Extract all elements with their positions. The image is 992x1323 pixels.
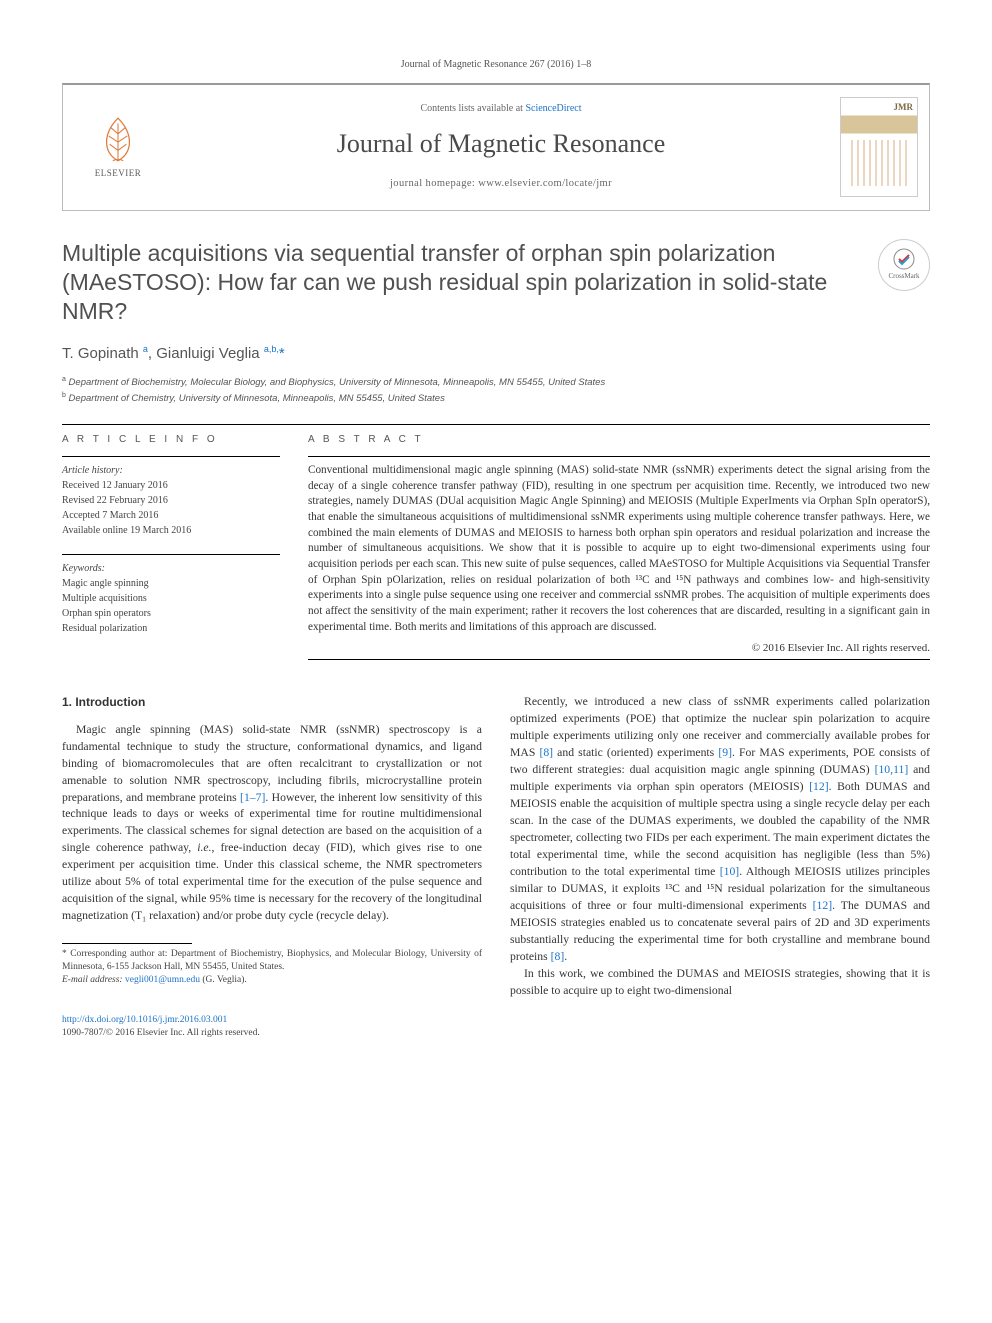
history-accepted: Accepted 7 March 2016 bbox=[62, 508, 280, 523]
abs-rule bbox=[308, 456, 930, 457]
copyright: © 2016 Elsevier Inc. All rights reserved… bbox=[308, 641, 930, 657]
keyword-item: Residual polarization bbox=[62, 621, 280, 636]
email-line: E-mail address: vegli001@umn.edu (G. Veg… bbox=[62, 974, 482, 987]
ref-8a[interactable]: [8] bbox=[539, 746, 553, 759]
intro-ie: i.e. bbox=[197, 841, 211, 854]
rule-top bbox=[62, 424, 930, 425]
homepage-url: www.elsevier.com/locate/jmr bbox=[478, 178, 612, 189]
corresponding-author: * Corresponding author at: Department of… bbox=[62, 948, 482, 974]
abstract-head: A B S T R A C T bbox=[308, 433, 930, 448]
ref-1-7[interactable]: [1–7] bbox=[240, 791, 265, 804]
footnotes: * Corresponding author at: Department of… bbox=[62, 948, 482, 986]
ref-12b[interactable]: [12] bbox=[813, 899, 832, 912]
keywords-label: Keywords: bbox=[62, 561, 280, 576]
intro-p2h: . bbox=[564, 950, 567, 963]
affiliations: a Department of Biochemistry, Molecular … bbox=[62, 375, 930, 407]
intro-heading: 1. Introduction bbox=[62, 694, 482, 711]
email-label: E-mail address: bbox=[62, 975, 125, 985]
email-tail: (G. Veglia). bbox=[200, 975, 247, 985]
ref-10-11[interactable]: [10,11] bbox=[875, 763, 909, 776]
issn-line: 1090-7807/© 2016 Elsevier Inc. All right… bbox=[62, 1027, 930, 1041]
running-head: Journal of Magnetic Resonance 267 (2016)… bbox=[62, 58, 930, 73]
intro-p3: In this work, we combined the DUMAS and … bbox=[510, 966, 930, 1000]
cover-thumb-wrap bbox=[829, 97, 929, 197]
doi-link[interactable]: http://dx.doi.org/10.1016/j.jmr.2016.03.… bbox=[62, 1015, 227, 1025]
history-revised: Revised 22 February 2016 bbox=[62, 493, 280, 508]
contents-line: Contents lists available at ScienceDirec… bbox=[173, 102, 829, 117]
article-title: Multiple acquisitions via sequential tra… bbox=[62, 239, 860, 327]
journal-block: Contents lists available at ScienceDirec… bbox=[173, 94, 829, 199]
sciencedirect-link[interactable]: ScienceDirect bbox=[525, 103, 581, 114]
abstract-text: Conventional multidimensional magic angl… bbox=[308, 463, 930, 635]
crossmark-icon bbox=[892, 247, 916, 271]
page-container: Journal of Magnetic Resonance 267 (2016)… bbox=[0, 0, 992, 1081]
elsevier-tree-icon bbox=[92, 113, 144, 165]
ref-12a[interactable]: [12] bbox=[809, 780, 828, 793]
article-info-col: A R T I C L E I N F O Article history: R… bbox=[62, 433, 280, 666]
email-link[interactable]: vegli001@umn.edu bbox=[125, 975, 200, 985]
authors: T. Gopinath a, Gianluigi Veglia a,b,* bbox=[62, 343, 930, 365]
crossmark-badge[interactable]: CrossMark bbox=[878, 239, 930, 291]
affiliation: b Department of Chemistry, University of… bbox=[62, 391, 930, 406]
journal-header: ELSEVIER Contents lists available at Sci… bbox=[62, 83, 930, 211]
elsevier-logo: ELSEVIER bbox=[63, 85, 173, 210]
cover-thumbnail bbox=[840, 97, 918, 197]
history-received: Received 12 January 2016 bbox=[62, 478, 280, 493]
contents-prefix: Contents lists available at bbox=[420, 103, 525, 114]
abs-bottom-rule bbox=[308, 659, 930, 660]
intro-p2b: and static (oriented) experiments bbox=[553, 746, 718, 759]
affiliation: a Department of Biochemistry, Molecular … bbox=[62, 375, 930, 390]
history-online: Available online 19 March 2016 bbox=[62, 523, 280, 538]
ref-8b[interactable]: [8] bbox=[551, 950, 565, 963]
info-head: A R T I C L E I N F O bbox=[62, 433, 280, 448]
intro-p2: Recently, we introduced a new class of s… bbox=[510, 694, 930, 966]
footnote-rule bbox=[62, 943, 192, 944]
kw-rule bbox=[62, 554, 280, 555]
ref-10[interactable]: [10] bbox=[720, 865, 739, 878]
keyword-item: Orphan spin operators bbox=[62, 606, 280, 621]
article-history: Article history: Received 12 January 201… bbox=[62, 463, 280, 538]
info-rule bbox=[62, 456, 280, 457]
ref-9[interactable]: [9] bbox=[718, 746, 732, 759]
body-columns: 1. Introduction Magic angle spinning (MA… bbox=[62, 694, 930, 999]
keywords-block: Keywords: Magic angle spinningMultiple a… bbox=[62, 554, 280, 636]
doi-block: http://dx.doi.org/10.1016/j.jmr.2016.03.… bbox=[62, 1014, 930, 1042]
crossmark-label: CrossMark bbox=[888, 271, 919, 281]
info-abstract-grid: A R T I C L E I N F O Article history: R… bbox=[62, 433, 930, 666]
keyword-item: Multiple acquisitions bbox=[62, 591, 280, 606]
history-label: Article history: bbox=[62, 463, 280, 478]
homepage-line: journal homepage: www.elsevier.com/locat… bbox=[173, 176, 829, 191]
homepage-prefix: journal homepage: bbox=[390, 178, 478, 189]
abstract-col: A B S T R A C T Conventional multidimens… bbox=[308, 433, 930, 666]
journal-name: Journal of Magnetic Resonance bbox=[173, 125, 829, 163]
keyword-item: Magic angle spinning bbox=[62, 576, 280, 591]
title-row: Multiple acquisitions via sequential tra… bbox=[62, 239, 930, 327]
elsevier-label: ELSEVIER bbox=[95, 167, 142, 180]
intro-p2e: . Both DUMAS and MEIOSIS enable the acqu… bbox=[510, 780, 930, 878]
intro-p1: Magic angle spinning (MAS) solid-state N… bbox=[62, 722, 482, 926]
